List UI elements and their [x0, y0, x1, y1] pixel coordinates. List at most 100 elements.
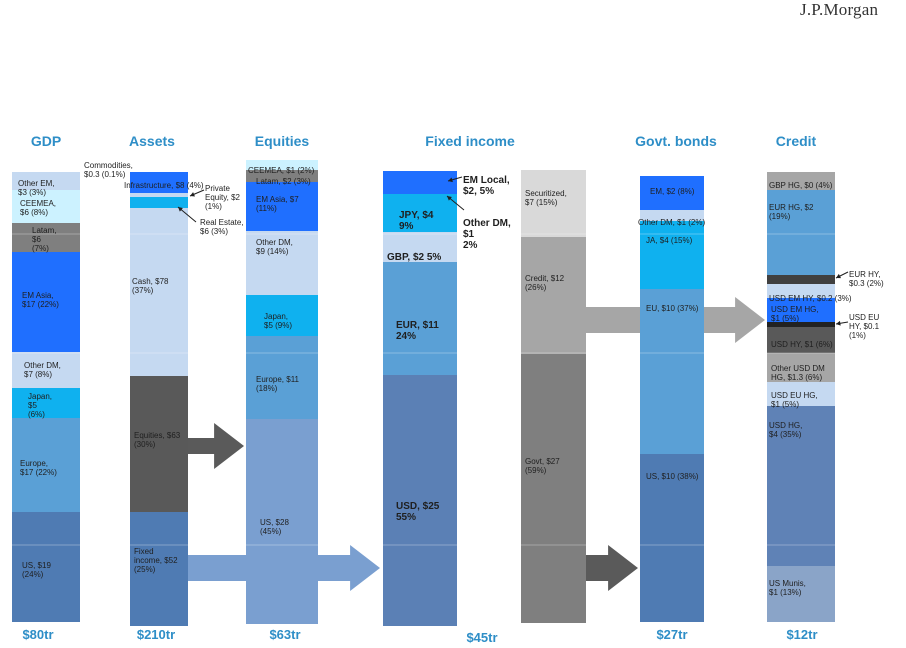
segment-bar — [246, 160, 318, 170]
segment-label: USD HY, $1 (6%) — [771, 340, 833, 349]
segment-bar — [130, 376, 188, 512]
segment-label: EU, $10 (37%) — [646, 304, 699, 313]
segment-label: Commodities, $0.3 (0.1%) — [84, 161, 133, 179]
segment-bar — [12, 172, 80, 190]
segment-bar — [767, 190, 835, 275]
segment-bar — [767, 284, 835, 298]
segment-label: EUR HG, $2 (19%) — [769, 203, 814, 221]
segment-label: JPY, $4 9% — [399, 210, 434, 232]
column-total: $210tr — [137, 627, 175, 642]
segment-label: GBP, $2 5% — [387, 252, 441, 263]
segment-label: Latam, $2 (3%) — [256, 177, 311, 186]
segment-bar — [767, 298, 835, 322]
segment-bar — [246, 295, 318, 336]
segment-label: USD EU HY, $0.1 (1%) — [849, 313, 880, 340]
segment-label: Other DM, $1 2% — [463, 218, 511, 251]
leader-usd-eu-hy-head — [836, 320, 841, 326]
segment-bar — [130, 208, 188, 376]
segment-label: EUR HY, $0.3 (2%) — [849, 270, 884, 288]
column-title: Fixed income — [425, 133, 515, 149]
leader-real-estate-head — [178, 207, 183, 212]
segment-bar — [246, 182, 318, 231]
segment-bar — [640, 454, 704, 622]
segment-bar — [383, 375, 457, 626]
segment-label: Infrastructure, $8 (4%) — [124, 181, 204, 190]
segment-label: US Munis, $1 (13%) — [769, 579, 806, 597]
segment-bar — [521, 354, 586, 623]
leader-em-local-head — [448, 177, 453, 183]
segment-bar — [12, 190, 80, 223]
segment-label: USD EU HG, $1 (5%) — [771, 391, 818, 409]
segment-label: Japan, $5 (6%) — [28, 392, 52, 419]
segment-bar — [767, 172, 835, 190]
segment-label: Other EM, $3 (3%) — [18, 179, 54, 197]
segment-bar — [12, 223, 80, 252]
segment-label: JA, $4 (15%) — [646, 236, 693, 245]
column-total: $45tr — [466, 630, 497, 645]
column-total: $80tr — [22, 627, 53, 642]
segment-label: Fixed income, $52 (25%) — [134, 547, 178, 574]
segment-label: CEEMEA, $1 (2%) — [248, 166, 315, 175]
segment-bar — [640, 210, 704, 221]
column-total: $12tr — [786, 627, 817, 642]
segment-label: Private Equity, $2 (1%) — [205, 184, 241, 211]
segment-bar — [130, 174, 188, 193]
segment-label: US, $10 (38%) — [646, 472, 699, 481]
arrow-equities — [160, 423, 244, 469]
segment-bar — [767, 382, 835, 406]
column-0 — [12, 172, 80, 622]
segment-bar — [640, 176, 704, 210]
segment-bar — [130, 193, 188, 197]
segment-bar — [12, 418, 80, 512]
segment-bar — [12, 388, 80, 418]
segment-label: Securitized, $7 (15%) — [525, 189, 567, 207]
segment-label: Equities, $63 (30%) — [134, 431, 181, 449]
segment-label: Europe, $11 (18%) — [256, 375, 300, 393]
segment-label: USD, $25 55% — [396, 501, 440, 523]
column-title: Govt. bonds — [635, 133, 717, 149]
segment-bar — [521, 170, 586, 237]
segment-label: USD EM HY, $0.2 (3%) — [769, 294, 852, 303]
leader-eur-hy-head — [836, 273, 841, 279]
segment-label: GBP HG, $0 (4%) — [769, 181, 833, 190]
segment-bar — [767, 327, 835, 353]
segment-bar — [12, 252, 80, 352]
segment-bar — [640, 289, 704, 454]
column-title: GDP — [31, 133, 61, 149]
segment-label: Japan, $5 (9%) — [264, 312, 292, 330]
segment-bar — [246, 336, 318, 419]
column-title: Equities — [255, 133, 310, 149]
segment-label: USD EM HG, $1 (5%) — [771, 305, 819, 323]
segment-label: Other USD DM HG, $1.3 (6%) — [771, 364, 825, 382]
segment-bar — [767, 353, 835, 382]
column-5 — [640, 176, 704, 622]
segment-label: EM Local, $2, 5% — [463, 175, 510, 197]
leader-other-dm-fi-head — [447, 196, 452, 201]
segment-bar — [12, 512, 80, 622]
segment-label: Cash, $78 (37%) — [132, 277, 169, 295]
segment-label: Govt, $27 (59%) — [525, 457, 560, 475]
column-title: Credit — [776, 133, 817, 149]
leader-private-equity-head — [190, 192, 195, 197]
column-6 — [767, 172, 835, 622]
segment-bar — [640, 221, 704, 289]
segment-bar — [767, 322, 835, 327]
segment-bar — [383, 232, 457, 241]
segment-label: EM Asia, $17 (22%) — [22, 291, 59, 309]
segment-bar — [383, 241, 457, 262]
column-2 — [246, 160, 318, 624]
segment-label: Credit, $12 (26%) — [525, 274, 565, 292]
segment-label: EM Asia, $7 (11%) — [256, 195, 299, 213]
segment-bar — [130, 512, 188, 626]
segment-label: Real Estate, $6 (3%) — [200, 218, 244, 236]
segment-label: Europe, $17 (22%) — [20, 459, 57, 477]
segment-label: Other DM, $7 (8%) — [24, 361, 61, 379]
column-total: $27tr — [656, 627, 687, 642]
column-title: Assets — [129, 133, 175, 149]
segment-bar — [767, 566, 835, 622]
segment-bar — [383, 262, 457, 375]
segment-label: Latam, $6 (7%) — [32, 226, 56, 253]
segment-label: CEEMEA, $6 (8%) — [20, 199, 56, 217]
column-total: $63tr — [269, 627, 300, 642]
